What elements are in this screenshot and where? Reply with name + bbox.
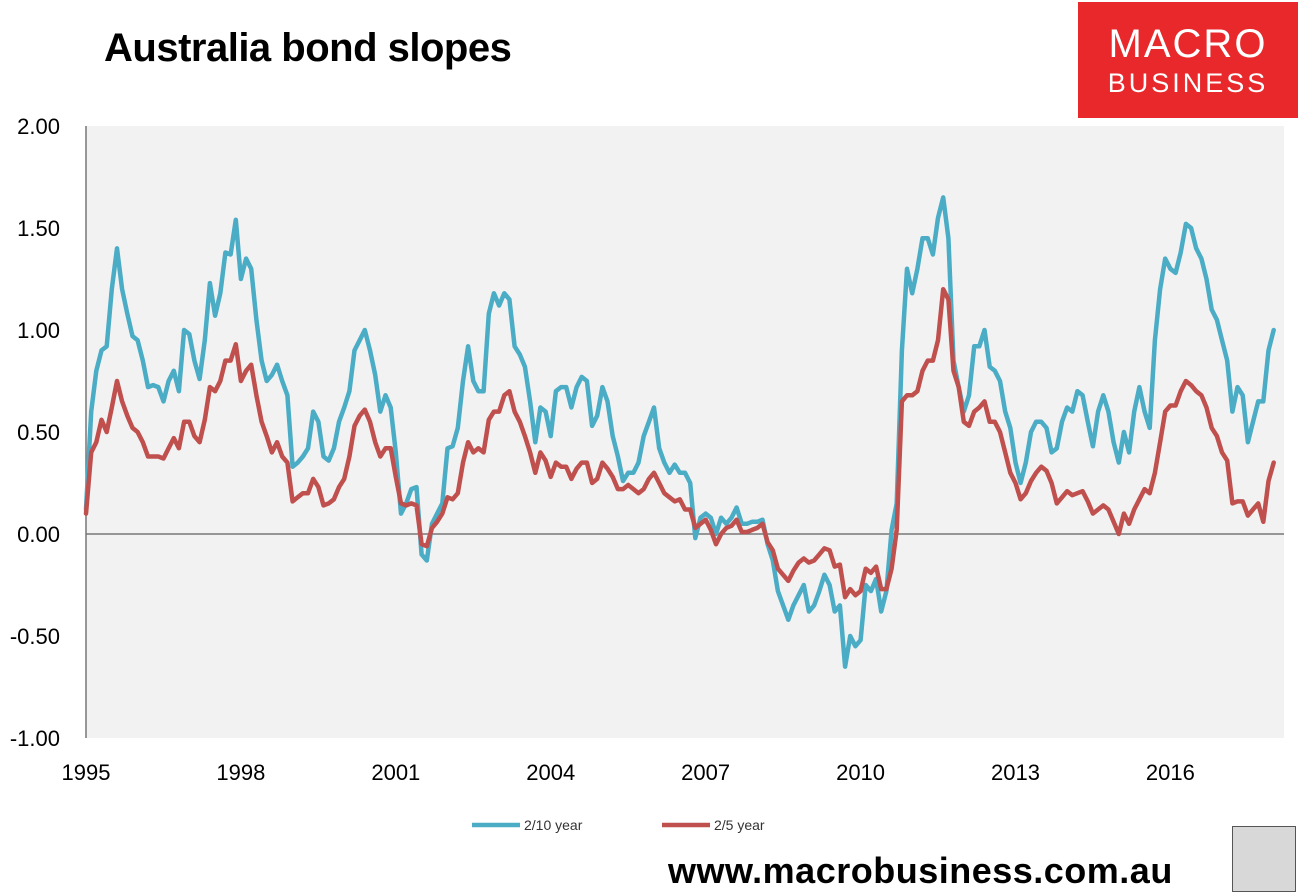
y-tick-label: -0.50 <box>10 624 60 649</box>
x-tick-label: 2010 <box>836 760 885 785</box>
logo-line-1: MACRO <box>1108 22 1268 66</box>
logo-line-2: BUSINESS <box>1107 68 1269 98</box>
x-tick-labels: 1995 1998 2001 2004 2007 2010 2013 2016 <box>62 760 1195 785</box>
x-tick-label: 1995 <box>62 760 111 785</box>
x-tick-label: 2016 <box>1146 760 1195 785</box>
chart-title: Australia bond slopes <box>104 26 512 70</box>
y-tick-labels: 2.00 1.50 1.00 0.50 0.00 -0.50 -1.00 <box>10 114 60 751</box>
legend-label: 2/10 year <box>524 817 583 833</box>
x-tick-label: 2013 <box>991 760 1040 785</box>
legend-label: 2/5 year <box>714 817 765 833</box>
y-tick-label: 1.00 <box>17 318 60 343</box>
legend: 2/10 year 2/5 year <box>472 817 765 833</box>
x-tick-label: 2007 <box>681 760 730 785</box>
y-tick-label: 0.50 <box>17 420 60 445</box>
y-tick-label: -1.00 <box>10 726 60 751</box>
x-tick-label: 2001 <box>371 760 420 785</box>
fox-logo <box>1232 826 1296 892</box>
y-tick-label: 2.00 <box>17 114 60 139</box>
x-tick-label: 2004 <box>526 760 575 785</box>
y-tick-label: 0.00 <box>17 522 60 547</box>
y-tick-label: 1.50 <box>17 216 60 241</box>
x-tick-label: 1998 <box>216 760 265 785</box>
plot-area <box>86 126 1284 738</box>
macrobusiness-logo: MACRO BUSINESS <box>1078 2 1298 118</box>
series-line-two-five-year <box>83 286 1276 600</box>
footer-url: www.macrobusiness.com.au <box>668 850 1173 891</box>
series-lines <box>83 195 1276 669</box>
series-line-two-ten-year <box>83 195 1276 669</box>
